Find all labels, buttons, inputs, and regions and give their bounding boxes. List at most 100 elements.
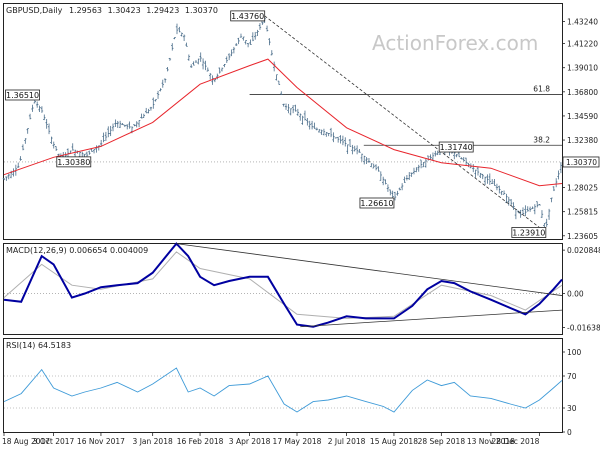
price-bar — [363, 155, 366, 165]
price-annotation-label: 1.30380 — [57, 158, 90, 167]
price-bar — [538, 204, 541, 206]
price-bar — [386, 184, 390, 192]
x-tick-label: 28 Sep 2018 — [418, 437, 466, 446]
price-bar — [317, 128, 321, 133]
price-bar — [2, 178, 6, 181]
price-bar — [524, 205, 527, 217]
price-bar — [111, 123, 115, 132]
price-bar — [412, 167, 416, 175]
price-bar — [467, 162, 470, 168]
price-bar — [514, 209, 518, 220]
rsi-panel-frame — [3, 338, 563, 433]
price-bar — [313, 122, 316, 129]
rsi-panel — [3, 367, 563, 413]
fib-level-label-1: 61.8 — [533, 85, 550, 94]
price-bar — [12, 168, 15, 177]
price-bar — [531, 206, 534, 209]
ohlc-high: 1.30423 — [108, 6, 141, 15]
price-bar — [396, 190, 399, 196]
price-bar — [554, 178, 558, 188]
price-bar — [455, 153, 458, 158]
rsi-y-tick-label: 30 — [567, 404, 577, 413]
price-bar — [462, 157, 465, 162]
price-bar — [400, 183, 404, 191]
price-bar — [21, 144, 25, 151]
price-bar — [92, 149, 96, 154]
price-bar — [38, 105, 41, 112]
price-bar — [353, 145, 356, 152]
price-bar — [17, 162, 20, 168]
price-bar — [351, 144, 354, 155]
price-bar — [206, 67, 210, 72]
price-bar — [301, 115, 304, 125]
price-bar — [341, 135, 345, 146]
price-bar — [192, 61, 195, 66]
price-bar — [88, 150, 91, 155]
price-bar — [545, 218, 548, 227]
price-annotation: 1.43760 — [230, 10, 266, 22]
price-annotation-label: 1.36510 — [6, 91, 39, 100]
price-bar — [90, 149, 93, 152]
x-tick-label: 13 Nov 2018 — [467, 437, 515, 446]
ohlc-low: 1.29423 — [146, 6, 179, 15]
price-bar — [237, 37, 240, 45]
price-bar — [291, 105, 295, 114]
price-bar — [66, 148, 70, 157]
price-bar — [405, 175, 409, 181]
price-bar — [500, 190, 503, 196]
price-bar — [415, 167, 418, 173]
macd-signal-line — [3, 251, 563, 319]
price-bar — [389, 189, 392, 196]
price-bar — [121, 123, 124, 125]
panel-titles: GBPUSD,Daily 1.29563 1.30423 1.29423 1.3… — [6, 6, 218, 350]
price-bar — [149, 106, 153, 111]
price-bar — [5, 176, 8, 181]
price-bar — [97, 145, 100, 151]
price-bar — [379, 171, 383, 181]
price-bar — [28, 113, 32, 120]
price-bar — [526, 206, 529, 212]
macd-trendline-2 — [300, 309, 563, 328]
price-bar — [102, 132, 105, 143]
price-bar — [303, 110, 307, 121]
price-bar — [429, 154, 432, 160]
price-bar — [133, 124, 136, 127]
price-bar — [521, 207, 525, 215]
price-bar — [95, 145, 98, 153]
price-bar — [505, 193, 508, 204]
rsi-y-tick-label: 100 — [567, 348, 582, 357]
price-bar — [419, 159, 423, 169]
price-bar — [43, 114, 46, 121]
price-bar — [182, 34, 186, 42]
price-bar — [239, 33, 243, 38]
price-y-tick-label: 1.39010 — [567, 64, 598, 73]
price-bars — [2, 16, 563, 229]
price-bar — [384, 179, 387, 185]
price-bar — [329, 127, 333, 138]
rsi-title: RSI(14) 64.5183 — [6, 341, 71, 350]
price-bar — [422, 162, 425, 168]
price-bar — [71, 143, 74, 151]
price-bar — [227, 53, 231, 61]
macd-panel — [3, 242, 563, 328]
x-tick-label: 15 Aug 2018 — [370, 437, 418, 446]
price-bar — [163, 78, 167, 83]
price-bar — [431, 152, 435, 162]
price-panel-frame — [3, 3, 563, 240]
rsi-y-tick-label: 0 — [567, 428, 572, 437]
price-bar — [194, 60, 198, 63]
price-bar — [261, 21, 264, 25]
price-bar — [180, 32, 183, 37]
price-annotation: 1.31740 — [438, 141, 474, 153]
moving-average-line — [3, 58, 563, 187]
price-bar — [235, 43, 238, 46]
price-bar — [355, 145, 359, 155]
price-bar — [483, 176, 487, 186]
x-tick-label: 3 Jan 2018 — [133, 437, 173, 446]
price-bar — [246, 43, 250, 48]
price-bar — [287, 103, 290, 114]
price-bar — [488, 173, 492, 185]
price-bar — [232, 46, 236, 54]
price-bar — [213, 79, 217, 83]
price-bar — [533, 204, 537, 215]
